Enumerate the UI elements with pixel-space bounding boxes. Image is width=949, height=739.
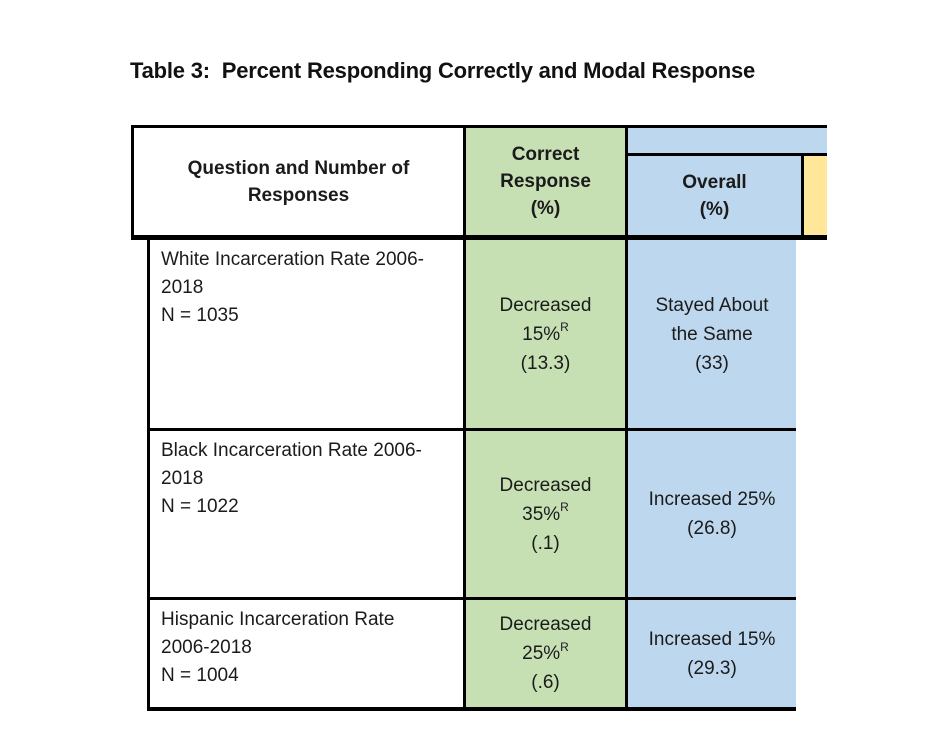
n-count-label: N = 1004 <box>161 665 239 686</box>
overall-stat: (29.3) <box>687 657 737 679</box>
correct-response-cell: Decreased 35%R (.1) <box>466 431 628 597</box>
question-line: 2006-2018 <box>161 637 252 658</box>
table-header-row: Question and Number of Responses Correct… <box>131 125 827 240</box>
n-count-label: N = 1035 <box>161 305 239 326</box>
table-body: White Incarceration Rate 2006- 2018 N = … <box>147 240 796 711</box>
correct-value-line: 35%R <box>522 500 569 529</box>
header-question-cell: Question and Number of Responses <box>134 128 466 235</box>
header-clipped-yellow-cell <box>804 156 827 235</box>
header-overall-cell: Overall (%) <box>628 156 804 235</box>
header-overall-line: (%) <box>699 198 730 220</box>
n-count-label: N = 1022 <box>161 496 239 517</box>
question-line: 2018 <box>161 468 204 489</box>
table-title: Table 3: Percent Responding Correctly an… <box>130 58 756 83</box>
correct-value: 15% <box>522 323 561 345</box>
correct-response-cell: Decreased 25%R (.6) <box>466 600 628 707</box>
header-modal-subrow: Overall (%) <box>628 156 827 235</box>
correct-value-line: 15%R <box>522 320 569 349</box>
overall-line: the Same <box>671 323 753 345</box>
correct-word: Decreased <box>499 474 592 496</box>
correct-word: Decreased <box>499 614 592 635</box>
correct-value: 35% <box>522 503 561 525</box>
table-row: Hispanic Incarceration Rate 2006-2018 N … <box>150 600 796 707</box>
correct-word: Decreased <box>499 294 592 316</box>
overall-modal-cell: Stayed About the Same (33) <box>628 240 796 428</box>
header-modal-band <box>628 128 827 156</box>
header-overall-line: Overall <box>682 171 747 193</box>
header-question-line: Question and Number of <box>187 157 410 179</box>
correct-value: 25% <box>522 643 561 664</box>
overall-stat: (33) <box>695 352 729 374</box>
reverse-coded-superscript: R <box>560 320 569 335</box>
reverse-coded-superscript: R <box>560 639 569 654</box>
overall-modal-cell: Increased 25% (26.8) <box>628 431 796 597</box>
question-line: 2018 <box>161 277 204 298</box>
header-modal-response-group: Overall (%) <box>628 128 827 235</box>
correct-stat: (.1) <box>531 532 560 554</box>
header-correct-line: Response <box>500 171 591 192</box>
correct-response-cell: Decreased 15%R (13.3) <box>466 240 628 428</box>
correct-stat: (.6) <box>531 672 560 693</box>
question-cell: White Incarceration Rate 2006- 2018 N = … <box>150 240 466 428</box>
header-correct-line: Correct <box>511 144 580 165</box>
question-line: White Incarceration Rate 2006- <box>161 249 424 270</box>
question-cell: Hispanic Incarceration Rate 2006-2018 N … <box>150 600 466 707</box>
question-line: Hispanic Incarceration Rate <box>161 609 395 630</box>
header-correct-response-cell: Correct Response (%) <box>466 128 628 235</box>
overall-line: Stayed About <box>655 294 769 316</box>
question-line: Black Incarceration Rate 2006- <box>161 440 422 461</box>
reverse-coded-superscript: R <box>560 500 569 515</box>
header-question-line: Responses <box>247 184 350 206</box>
overall-line: Increased 15% <box>648 628 776 650</box>
question-cell: Black Incarceration Rate 2006- 2018 N = … <box>150 431 466 597</box>
overall-modal-cell: Increased 15% (29.3) <box>628 600 796 707</box>
correct-value-line: 25%R <box>522 639 569 668</box>
overall-line: Increased 25% <box>648 489 776 510</box>
correct-stat: (13.3) <box>520 352 571 374</box>
overall-stat: (26.8) <box>687 518 737 539</box>
header-correct-line: (%) <box>530 198 561 219</box>
table-row: Black Incarceration Rate 2006- 2018 N = … <box>150 431 796 600</box>
table-row: White Incarceration Rate 2006- 2018 N = … <box>150 240 796 431</box>
